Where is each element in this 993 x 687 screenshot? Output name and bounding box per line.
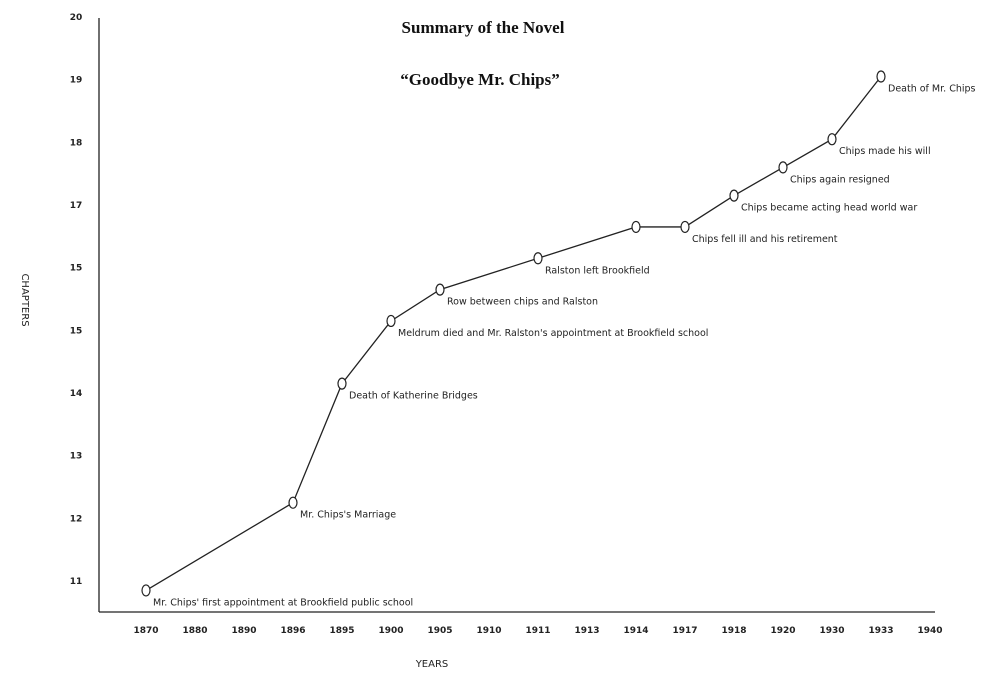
event-label: Chips made his will [839,146,931,157]
event-label: Mr. Chips' first appointment at Brookfie… [153,597,413,608]
y-tick-label: 20 [70,13,83,23]
y-tick-label: 15 [70,326,83,336]
x-tick-label: 1890 [231,626,256,636]
data-point [435,283,445,296]
x-tick-label: 1895 [329,626,354,636]
event-label: Death of Katherine Bridges [349,391,478,402]
x-tick-label: 1900 [378,626,403,636]
y-tick-group: 11 12 13 14 15 15 17 18 19 20 [70,13,83,587]
x-tick-label: 1920 [770,626,795,636]
data-point [680,220,690,234]
y-tick-label: 17 [70,201,83,211]
x-tick-label: 1896 [280,626,305,636]
y-tick-label: 18 [70,138,83,148]
data-point [533,252,543,265]
event-label: Ralston left Brookfield [545,265,650,276]
series-line [145,76,882,591]
chart-subtitle: “Goodbye Mr. Chips” [400,70,559,89]
x-tick-label: 1911 [525,626,550,636]
x-tick-label: 1914 [623,626,648,636]
y-tick-label: 11 [70,577,83,587]
event-label: Row between chips and Ralston [447,297,598,308]
data-point [141,584,151,597]
x-axis-label: YEARS [415,659,449,670]
event-label: Death of Mr. Chips [888,84,976,95]
data-point [778,161,788,174]
data-point [337,377,347,390]
x-tick-label: 1870 [133,626,158,636]
x-tick-label: 1880 [182,626,207,636]
data-point [827,133,837,146]
event-label: Chips again resigned [790,174,890,185]
y-tick-label: 15 [70,264,83,274]
x-tick-label: 1917 [672,626,697,636]
x-tick-label: 1910 [476,626,501,636]
x-tick-label: 1933 [868,626,893,636]
x-tick-label: 1940 [917,626,942,636]
x-tick-label: 1930 [819,626,844,636]
event-label: Meldrum died and Mr. Ralston's appointme… [398,328,708,339]
series-group: Mr. Chips' first appointment at Brookfie… [141,70,976,608]
x-tick-group: 1870 1880 1890 1896 1895 1900 1905 1910 1911 1913… [133,626,942,636]
data-point [386,314,396,328]
y-tick-label: 12 [70,514,83,524]
x-tick-label: 1918 [721,626,746,636]
y-axis-label: CHAPTERS [19,273,30,326]
y-tick-label: 14 [70,389,83,399]
event-label: Chips became acting head world war [741,203,917,214]
event-label: Chips fell ill and his retirement [692,234,838,245]
y-tick-label: 13 [70,452,83,462]
y-tick-label: 19 [70,76,83,86]
event-label: Mr. Chips's Marriage [300,510,396,521]
data-point [876,70,886,83]
x-tick-label: 1913 [574,626,599,636]
data-point [729,189,739,202]
data-point [288,496,298,509]
x-tick-label: 1905 [427,626,452,636]
chart-title: Summary of the Novel [402,18,565,37]
data-point [631,220,641,234]
